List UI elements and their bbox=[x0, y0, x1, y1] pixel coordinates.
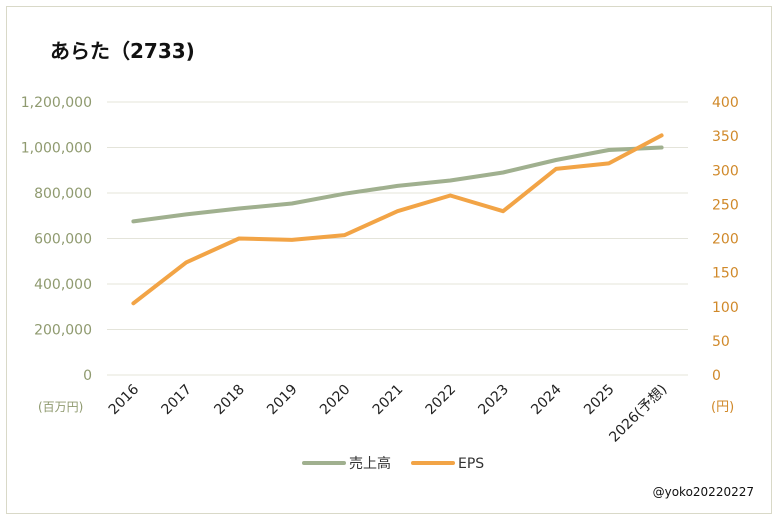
y-left-tick-label: 0 bbox=[83, 368, 92, 384]
y-left-tick-label: 1,000,000 bbox=[21, 141, 92, 157]
x-tick-label: 2024 bbox=[528, 381, 565, 418]
x-tick-label: 2016 bbox=[106, 381, 143, 418]
series-layer bbox=[131, 133, 664, 306]
y-right-tick-label: 200 bbox=[712, 232, 739, 248]
x-tick-label: 2022 bbox=[423, 382, 460, 419]
y-right-tick-label: 0 bbox=[712, 368, 721, 384]
y-left-axis: 0 200,000 400,000 600,000 800,000 1,000,000 1,… bbox=[21, 95, 92, 414]
x-tick-label: 2023 bbox=[475, 382, 512, 419]
y-left-tick-label: 600,000 bbox=[34, 232, 92, 248]
y-right-tick-label: 150 bbox=[712, 266, 739, 282]
y-right-tick-label: 50 bbox=[712, 334, 730, 350]
y-right-tick-label: 400 bbox=[712, 95, 739, 111]
x-tick-label: 2020 bbox=[317, 382, 354, 419]
y-right-tick-label: 350 bbox=[712, 129, 739, 145]
watermark: @yoko20220227 bbox=[652, 485, 754, 499]
y-left-unit-label: (百万円) bbox=[38, 400, 83, 414]
y-right-tick-label: 100 bbox=[712, 300, 739, 316]
y-right-tick-label: 300 bbox=[712, 163, 739, 179]
series-line-eps bbox=[131, 133, 664, 306]
series-line-sales bbox=[131, 145, 664, 224]
y-left-tick-label: 1,200,000 bbox=[21, 95, 92, 111]
y-right-unit-label: (円) bbox=[711, 400, 734, 415]
chart-title: あらた（2733) bbox=[50, 39, 195, 63]
y-left-tick-label: 400,000 bbox=[34, 277, 92, 293]
x-tick-label: 2019 bbox=[264, 382, 301, 419]
legend: 売上高 EPS bbox=[302, 455, 484, 472]
x-tick-label: 2026(予想) bbox=[606, 382, 670, 446]
grid-layer bbox=[107, 101, 688, 376]
x-tick-label: 2018 bbox=[211, 382, 248, 419]
y-right-tick-label: 250 bbox=[712, 197, 739, 213]
x-axis: 2016 2017 2018 2019 2020 2021 2022 2023 2024 2025… bbox=[106, 381, 671, 445]
legend-label: EPS bbox=[458, 456, 484, 472]
x-tick-label: 2017 bbox=[159, 382, 196, 419]
x-tick-label: 2025 bbox=[581, 382, 618, 419]
y-left-tick-label: 800,000 bbox=[34, 186, 92, 202]
x-tick-label: 2021 bbox=[370, 382, 407, 419]
legend-label: 売上高 bbox=[349, 455, 391, 472]
y-right-axis: 0 50 100 150 200 250 300 350 400 (円) bbox=[711, 95, 739, 415]
y-left-tick-label: 200,000 bbox=[34, 323, 92, 339]
chart-frame bbox=[6, 6, 772, 514]
